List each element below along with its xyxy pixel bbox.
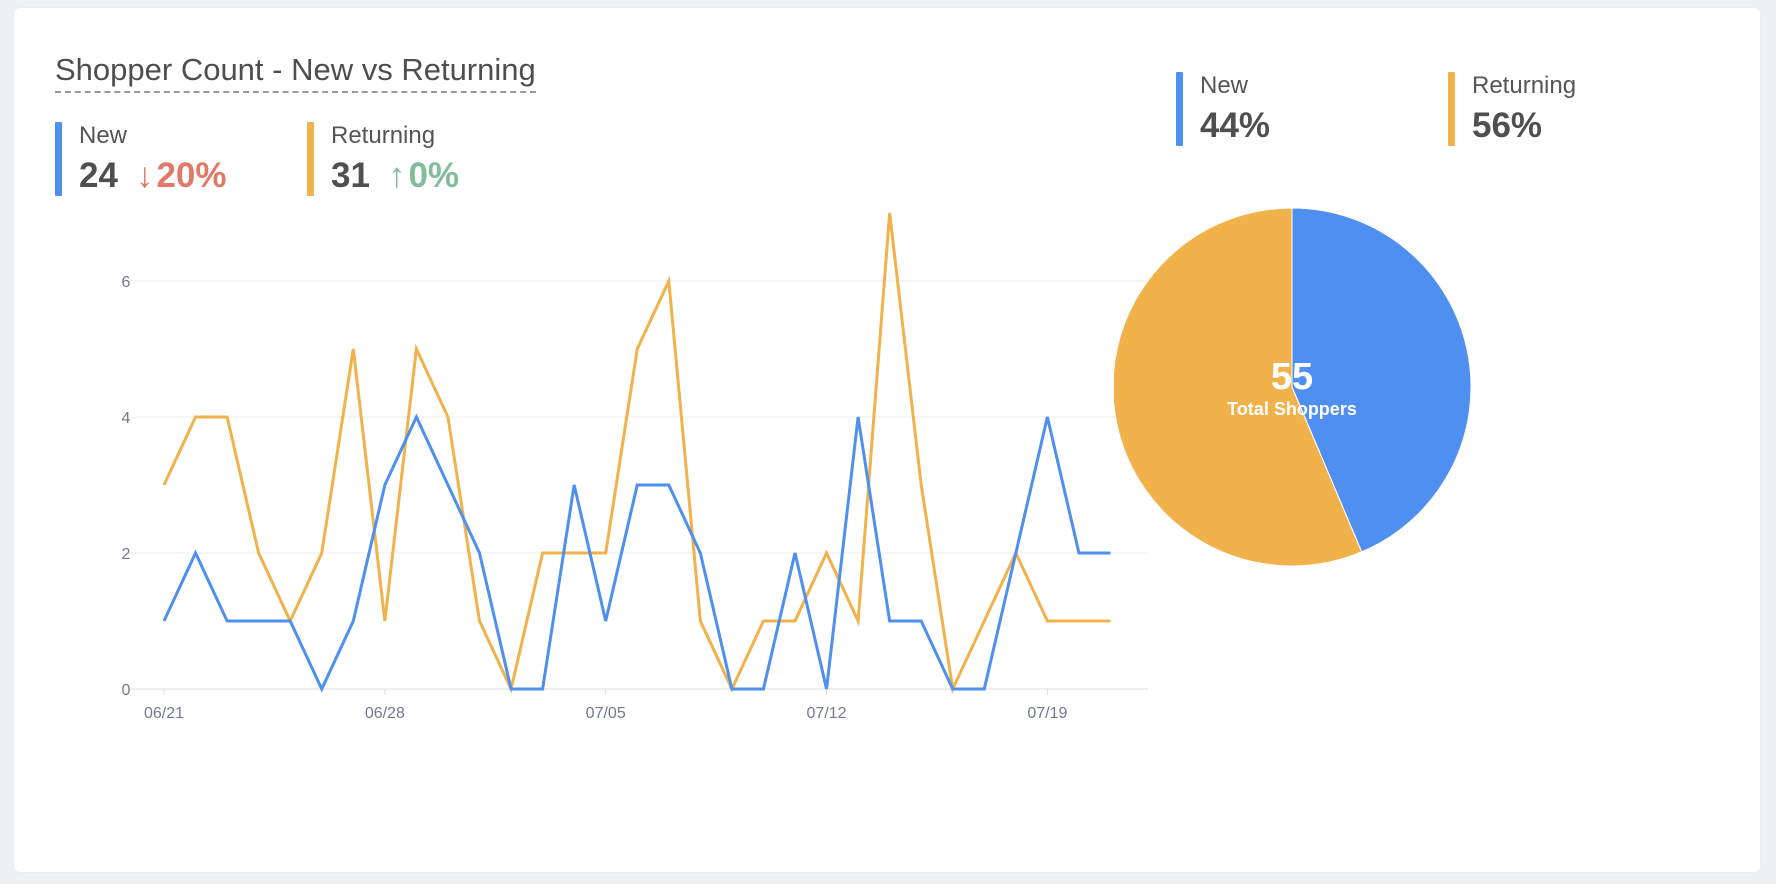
shopper-count-card: Shopper Count - New vs Returning New 24 … xyxy=(14,8,1760,872)
x-tick-label: 06/28 xyxy=(365,705,405,722)
y-tick-label: 2 xyxy=(122,546,131,563)
pie-legend-returning-percent: 56% xyxy=(1472,106,1543,145)
series-line-returning xyxy=(162,212,1111,695)
card-title[interactable]: Shopper Count - New vs Returning xyxy=(55,52,536,93)
stat-returning: Returning 31 ↑ 0% xyxy=(307,122,459,196)
y-tick-label: 4 xyxy=(122,410,131,427)
stat-new-color-bar xyxy=(55,122,62,196)
arrow-up-icon: ↑ xyxy=(387,156,406,195)
pie-center-label: Total Shoppers xyxy=(1227,399,1357,419)
stat-returning-change: ↑ 0% xyxy=(388,156,459,196)
pie-center-value: 55 xyxy=(1271,356,1313,398)
pie-legend-new: New 44% xyxy=(1176,72,1270,146)
pie-legend-new-label: New xyxy=(1200,72,1249,99)
stat-returning-label: Returning xyxy=(331,122,436,149)
stat-new: New 24 ↓ 20% xyxy=(55,122,227,196)
pie-legend-new-percent: 44% xyxy=(1200,106,1271,145)
pie-legend-returning-label: Returning xyxy=(1472,72,1577,99)
pie-legend-new-color-bar xyxy=(1176,72,1183,146)
stat-new-change: ↓ 20% xyxy=(136,156,227,196)
stat-new-change-value: 20% xyxy=(156,156,227,195)
x-tick-label: 07/12 xyxy=(807,705,847,722)
stat-returning-count: 31 xyxy=(331,156,370,195)
x-tick-label: 06/21 xyxy=(144,705,184,722)
y-tick-label: 0 xyxy=(122,682,131,699)
arrow-down-icon: ↓ xyxy=(135,156,154,195)
pie-slice-new xyxy=(1291,208,1472,553)
stat-returning-change-value: 0% xyxy=(408,156,460,195)
stat-new-count: 24 xyxy=(79,156,118,195)
stat-returning-color-bar xyxy=(307,122,314,196)
pie-legend-returning: Returning 56% xyxy=(1448,72,1576,146)
stat-new-label: New xyxy=(79,122,128,149)
pie-slice-returning xyxy=(1114,208,1363,567)
pie-legend-returning-color-bar xyxy=(1448,72,1455,146)
x-tick-label: 07/05 xyxy=(586,705,626,722)
x-tick-label: 07/19 xyxy=(1027,705,1067,722)
y-tick-label: 6 xyxy=(122,274,131,291)
series-line-new xyxy=(162,413,1111,693)
